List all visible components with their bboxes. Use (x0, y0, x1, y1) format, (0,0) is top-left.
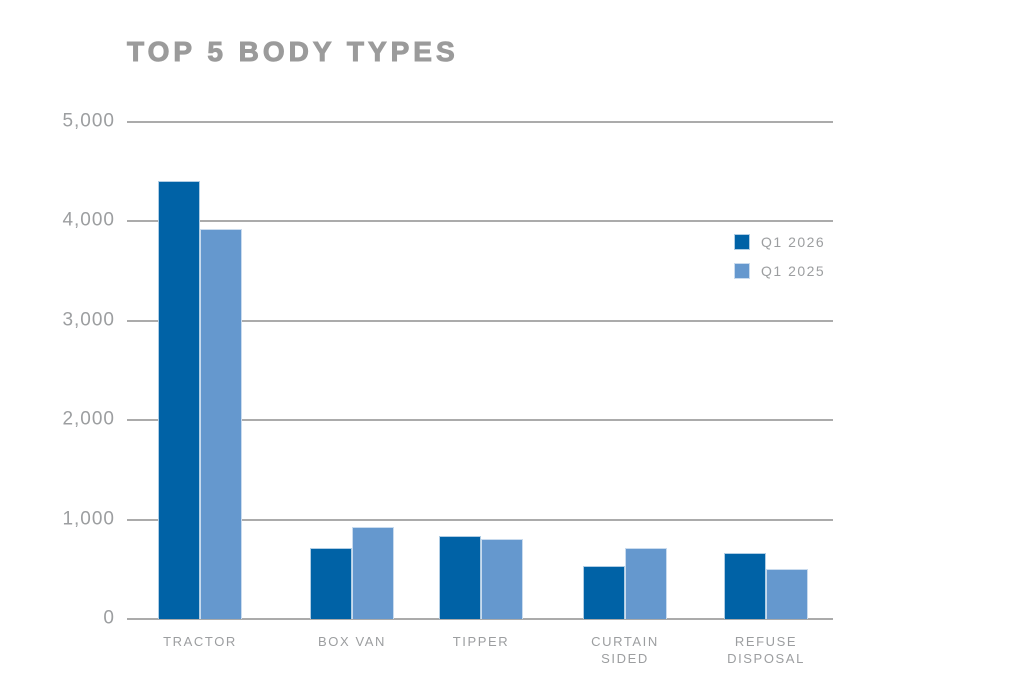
x-axis-label-line: TRACTOR (163, 634, 237, 649)
gridline-3000 (127, 319, 833, 322)
gridline-1000 (127, 518, 833, 521)
x-axis-label-line: DISPOSAL (727, 651, 805, 666)
legend-label: Q1 2026 (761, 234, 826, 250)
x-axis-label-line: TIPPER (452, 634, 510, 649)
y-axis-tick-0: 0 (103, 607, 115, 629)
bar-q1-2025-tipper[interactable] (481, 539, 523, 619)
legend-swatch-q1-2026 (734, 234, 750, 250)
bar-q1-2026-tractor[interactable] (158, 181, 200, 619)
x-axis-label-line: SIDED (601, 651, 649, 666)
bar-q1-2025-tractor[interactable] (200, 229, 242, 619)
legend-item-q1-2026[interactable]: Q1 2026 (734, 234, 825, 250)
legend-item-q1-2025[interactable]: Q1 2025 (734, 263, 825, 279)
y-axis-tick-5000: 5,000 (62, 110, 115, 132)
x-axis-label-box-van: BOX VAN (277, 633, 427, 650)
bar-q1-2026-tipper[interactable] (439, 536, 481, 619)
legend-swatch-q1-2025 (734, 263, 750, 279)
bar-q1-2025-refuse-disposal[interactable] (766, 569, 808, 619)
chart-title: TOP 5 BODY TYPES (127, 36, 459, 68)
bar-q1-2026-refuse-disposal[interactable] (724, 553, 766, 619)
legend: Q1 2026 Q1 2025 (734, 234, 825, 279)
gridline-0 (127, 618, 833, 620)
gridline-4000 (127, 220, 833, 223)
y-axis-tick-4000: 4,000 (62, 209, 115, 231)
x-axis-label-tipper: TIPPER (406, 633, 556, 650)
gridline-2000 (127, 419, 833, 422)
x-axis-label-line: REFUSE (734, 634, 798, 649)
y-axis-tick-3000: 3,000 (62, 309, 115, 331)
plot-area: 0 1,000 2,000 3,000 4,000 5,000 TRACTOR BOX VAN… (62, 111, 833, 666)
x-axis-label-line: BOX VAN (317, 634, 387, 649)
y-axis-tick-1000: 1,000 (62, 508, 115, 530)
bar-q1-2025-curtain-sided[interactable] (625, 548, 667, 619)
gridline-5000 (127, 121, 833, 123)
bar-q1-2026-box-van[interactable] (310, 548, 352, 619)
x-axis-label-refuse-disposal: REFUSE DISPOSAL (691, 633, 841, 667)
bar-q1-2025-box-van[interactable] (352, 527, 394, 619)
y-axis-tick-2000: 2,000 (62, 408, 115, 430)
x-axis-label-tractor: TRACTOR (125, 633, 275, 650)
x-axis-label-curtain-sided: CURTAIN SIDED (550, 633, 700, 667)
legend-label: Q1 2025 (761, 263, 826, 279)
bar-q1-2026-curtain-sided[interactable] (583, 566, 625, 619)
x-axis-label-line: CURTAIN (591, 634, 659, 649)
